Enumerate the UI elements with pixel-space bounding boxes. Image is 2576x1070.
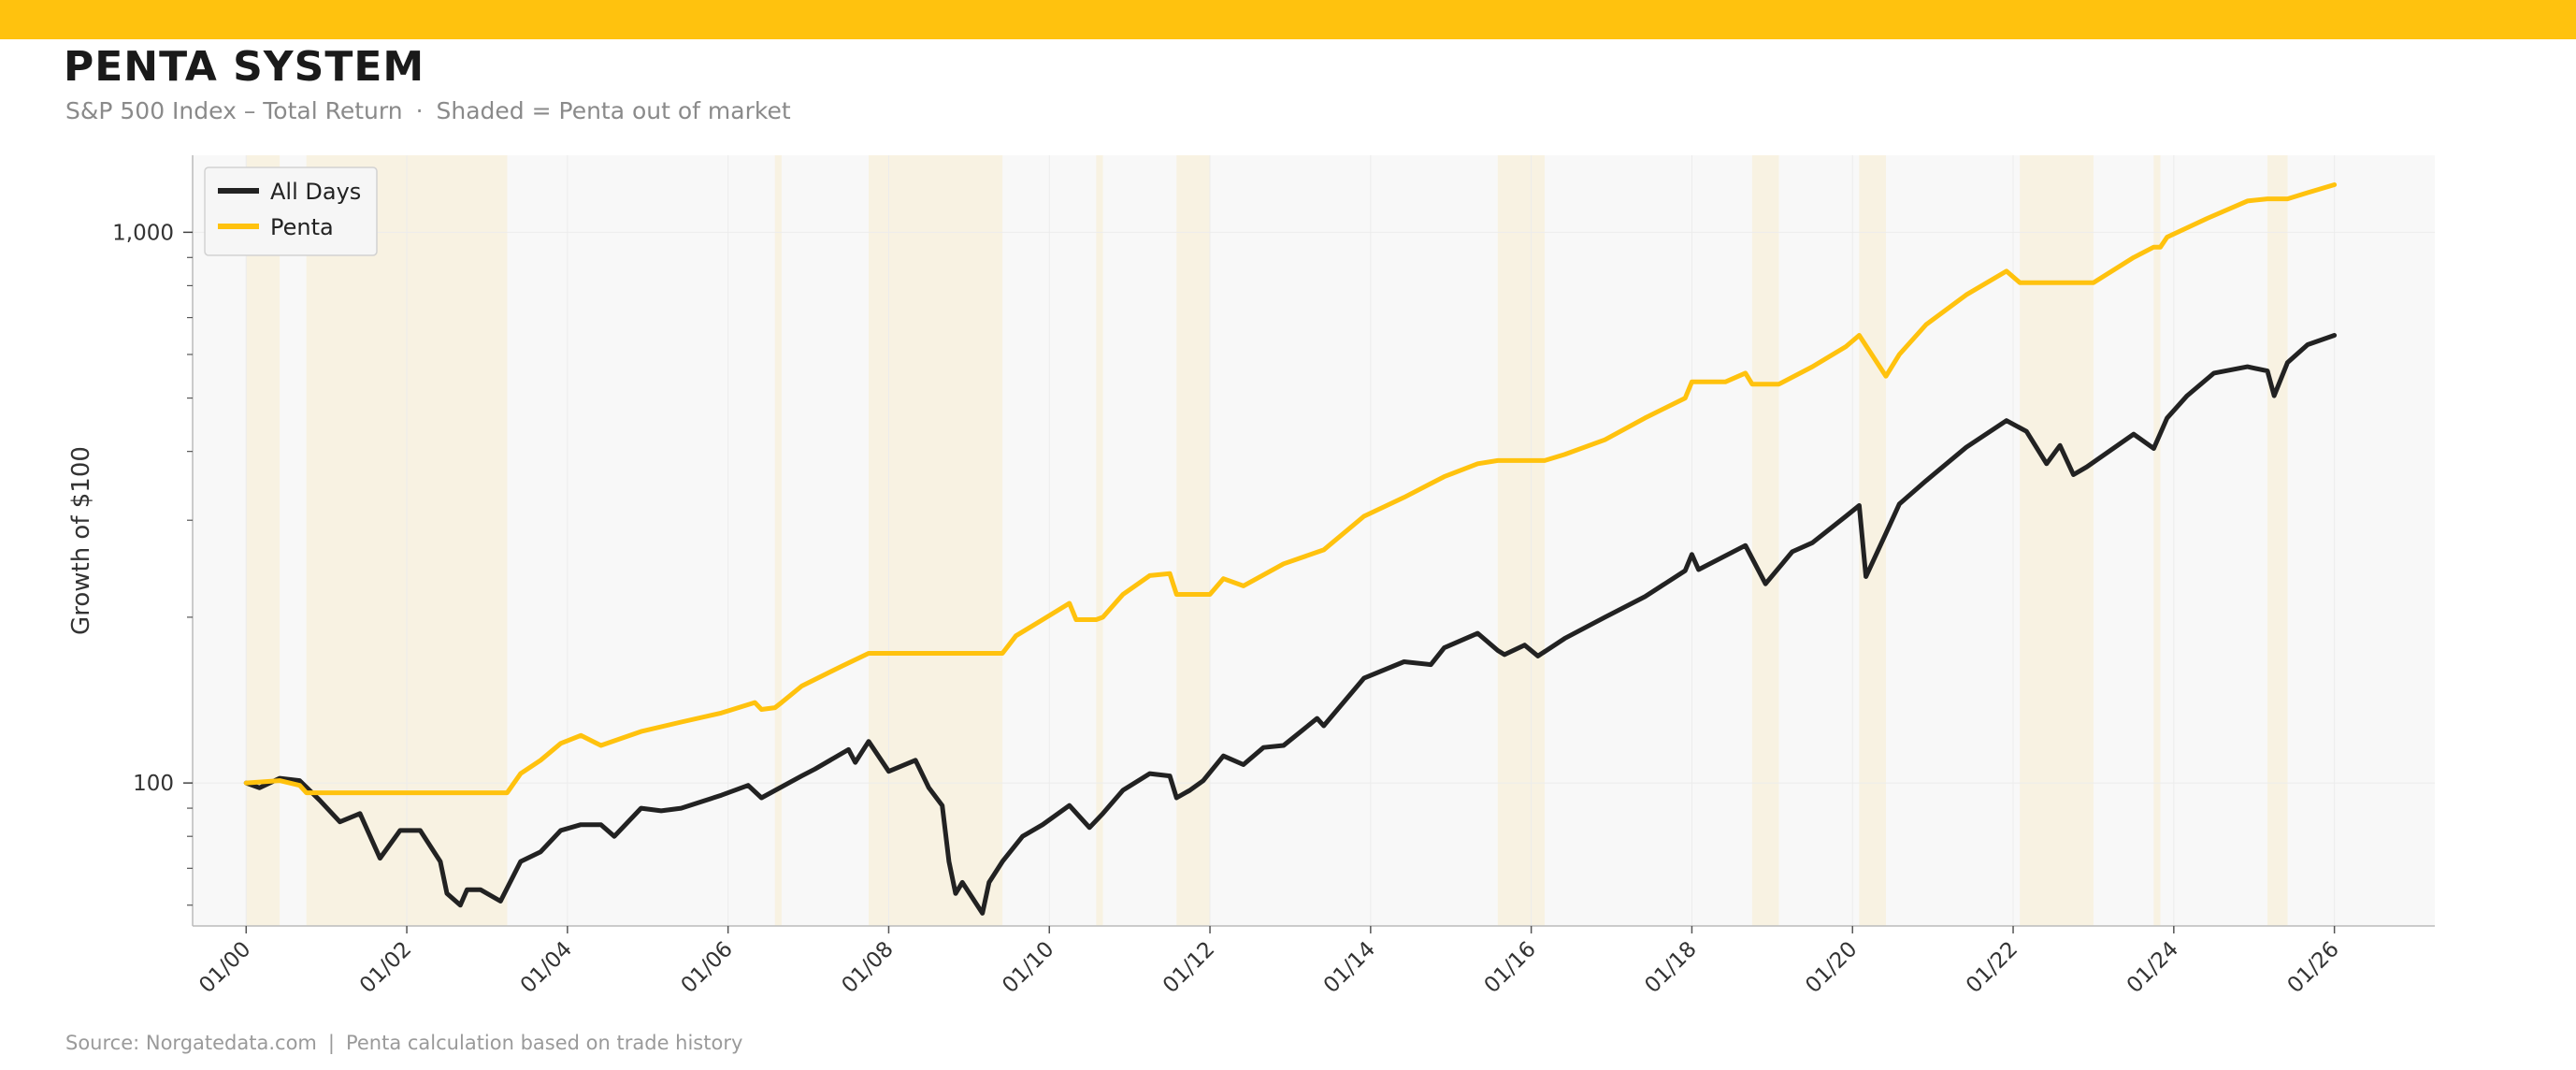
out-of-market-band xyxy=(2020,155,2094,926)
series-line-penta xyxy=(243,182,2338,796)
grid-lines xyxy=(193,155,2435,926)
out-of-market-band xyxy=(1751,155,1779,926)
x-tick-label: 01/10 xyxy=(998,937,1058,998)
series-line-all-days xyxy=(243,333,2338,916)
series-lines xyxy=(243,182,2338,916)
x-tick-label: 01/20 xyxy=(1801,937,1862,998)
footer-note: Penta calculation based on trade history xyxy=(345,1032,743,1054)
footer-source: Source: Norgatedata.com | Penta calculatio… xyxy=(65,1032,742,1054)
x-tick-label: 01/26 xyxy=(2283,937,2344,998)
growth-chart: 01/00 01/02 01/04 01/06 01/08 01/10 01/12 01/14… xyxy=(67,155,2435,998)
out-of-market-band xyxy=(1176,155,1211,926)
x-tick-label: 01/18 xyxy=(1640,937,1701,998)
x-tick-label: 01/16 xyxy=(1480,937,1541,998)
out-of-market-band xyxy=(1497,155,1545,926)
x-tick-labels: 01/00 01/02 01/04 01/06 01/08 01/10 01/12 01/14… xyxy=(194,926,2344,998)
legend: All Days Penta xyxy=(204,166,378,256)
top-accent-bar xyxy=(0,0,2576,39)
out-of-market-band xyxy=(2267,155,2288,926)
x-tick-label: 01/06 xyxy=(677,937,738,998)
y-axis-label: Growth of $100 xyxy=(67,446,95,635)
subtitle-main: S&P 500 Index – Total Return xyxy=(65,97,403,124)
x-tick-label: 01/24 xyxy=(2123,937,2183,998)
x-tick-label: 01/00 xyxy=(194,937,255,998)
plot-background xyxy=(193,155,2435,926)
y-tick-label: 1,000 xyxy=(112,221,174,245)
footer-source-text: Source: Norgatedata.com xyxy=(65,1032,317,1054)
page-title: PENTA SYSTEM xyxy=(64,43,425,91)
out-of-market-band xyxy=(2153,155,2161,926)
x-tick-label: 01/12 xyxy=(1158,937,1219,998)
y-tick-labels: 100 1,000 xyxy=(112,221,193,906)
x-tick-label: 01/02 xyxy=(355,937,416,998)
out-of-market-band xyxy=(774,155,782,926)
y-tick-label: 100 xyxy=(133,772,174,796)
x-tick-label: 01/14 xyxy=(1319,937,1380,998)
subtitle-separator: · xyxy=(415,97,424,124)
footer-separator: | xyxy=(327,1032,335,1054)
subtitle-note: Shaded = Penta out of market xyxy=(436,97,791,124)
legend-label-penta: Penta xyxy=(270,214,334,240)
axes xyxy=(192,155,2435,927)
x-tick-label: 01/22 xyxy=(1962,937,2022,998)
legend-label-all-days: All Days xyxy=(270,179,361,205)
page-subtitle: S&P 500 Index – Total Return · Shaded = Pe… xyxy=(65,97,791,124)
x-tick-label: 01/08 xyxy=(837,937,898,998)
x-tick-label: 01/04 xyxy=(516,937,577,998)
out-of-market-band xyxy=(246,155,281,926)
out-of-market-band xyxy=(1096,155,1103,926)
